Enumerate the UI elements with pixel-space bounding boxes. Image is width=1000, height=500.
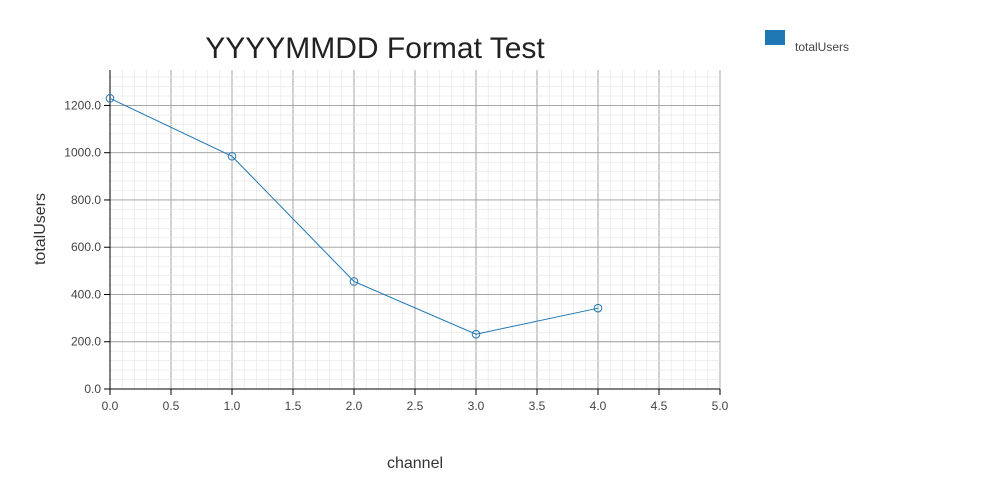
- chart-legend: totalUsers: [765, 30, 849, 54]
- data-point: [471, 329, 481, 339]
- x-tick-label: 3.5: [529, 399, 546, 413]
- x-tick-label: 3.0: [468, 399, 485, 413]
- series-line: [109, 97, 599, 335]
- data-point: [593, 303, 603, 313]
- x-tick-label: 1.5: [285, 399, 302, 413]
- data-point: [349, 277, 359, 286]
- legend-label: totalUsers: [795, 40, 849, 54]
- y-axis-label: totalUsers: [32, 193, 49, 265]
- x-tick-label: 0.0: [102, 399, 119, 413]
- y-axis-ticks: 0.0 200.0 400.0 600.0 800.0 1000.0 1200.0: [64, 98, 110, 396]
- chart-grid: [109, 70, 721, 390]
- x-tick-label: 2.5: [407, 399, 424, 413]
- y-tick-label: 200.0: [71, 335, 101, 349]
- x-tick-label: 0.5: [163, 399, 180, 413]
- x-tick-label: 1.0: [224, 399, 241, 413]
- x-tick-label: 4.5: [651, 399, 668, 413]
- y-tick-label: 1200.0: [64, 98, 101, 112]
- x-axis-label: channel: [387, 455, 443, 472]
- data-point: [227, 151, 237, 161]
- legend-swatch: [765, 30, 785, 45]
- y-tick-label: 800.0: [71, 193, 101, 207]
- x-tick-label: 4.0: [590, 399, 607, 413]
- chart-series: [105, 94, 603, 339]
- data-point: [105, 94, 115, 103]
- y-tick-label: 0.0: [84, 382, 101, 396]
- y-tick-label: 400.0: [71, 287, 101, 301]
- x-tick-label: 2.0: [346, 399, 363, 413]
- x-axis-ticks: 0.0 0.5 1.0 1.5 2.0 2.5 3.0 3.5 4.0 4.5 5.0: [102, 389, 729, 413]
- y-tick-label: 600.0: [71, 240, 101, 254]
- y-tick-label: 1000.0: [64, 146, 101, 160]
- chart-title: YYYYMMDD Format Test: [205, 32, 545, 65]
- x-tick-label: 5.0: [712, 399, 729, 413]
